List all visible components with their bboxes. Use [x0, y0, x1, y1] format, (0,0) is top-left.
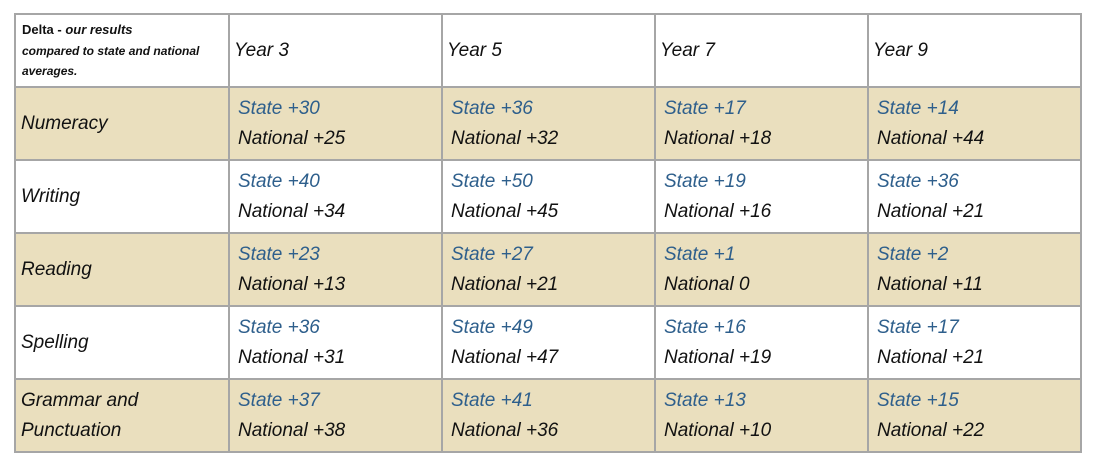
national-value: National +25 — [238, 127, 346, 149]
column-header-year-3: Year 3 — [228, 13, 443, 88]
caption-bold: Delta - — [22, 22, 66, 37]
cell-reading-year-3: State +23 National +13 — [228, 232, 443, 307]
national-value: National +21 — [451, 273, 559, 295]
column-header-year-7: Year 7 — [654, 13, 869, 88]
national-value: National +38 — [238, 419, 346, 441]
cell-reading-year-7: State +1 National 0 — [654, 232, 869, 307]
national-value: National +32 — [451, 127, 559, 149]
national-value: National +22 — [877, 419, 985, 441]
national-value: National +16 — [664, 200, 772, 222]
state-value: State +16 — [664, 316, 746, 338]
national-value: National +21 — [877, 346, 985, 368]
table-row-grammar-and-punctuation: Grammar and Punctuation State +37 Nationa… — [14, 378, 1082, 453]
cell-grammar-year-3: State +37 National +38 — [228, 378, 443, 453]
state-value: State +1 — [664, 243, 736, 265]
national-value: National +31 — [238, 346, 346, 368]
cell-grammar-year-5: State +41 National +36 — [441, 378, 656, 453]
state-value: State +17 — [664, 97, 746, 119]
cell-writing-year-3: State +40 National +34 — [228, 159, 443, 234]
table-caption-cell: Delta - our results compared to state an… — [14, 13, 230, 88]
row-label-spelling: Spelling — [14, 305, 230, 380]
state-value: State +36 — [238, 316, 320, 338]
cell-reading-year-5: State +27 National +21 — [441, 232, 656, 307]
cell-numeracy-year-9: State +14 National +44 — [867, 86, 1082, 161]
table-header-row: Delta - our results compared to state an… — [14, 13, 1082, 88]
state-value: State +41 — [451, 389, 533, 411]
state-value: State +27 — [451, 243, 533, 265]
national-value: National +13 — [238, 273, 346, 295]
national-value: National +10 — [664, 419, 772, 441]
row-label-grammar-and-punctuation: Grammar and Punctuation — [14, 378, 230, 453]
state-value: State +40 — [238, 170, 320, 192]
cell-grammar-year-9: State +15 National +22 — [867, 378, 1082, 453]
cell-spelling-year-9: State +17 National +21 — [867, 305, 1082, 380]
state-value: State +30 — [238, 97, 320, 119]
national-value: National +34 — [238, 200, 346, 222]
state-value: State +36 — [877, 170, 959, 192]
cell-numeracy-year-3: State +30 National +25 — [228, 86, 443, 161]
cell-grammar-year-7: State +13 National +10 — [654, 378, 869, 453]
state-value: State +50 — [451, 170, 533, 192]
state-value: State +13 — [664, 389, 746, 411]
state-value: State +19 — [664, 170, 746, 192]
row-label-numeracy: Numeracy — [14, 86, 230, 161]
state-value: State +37 — [238, 389, 320, 411]
cell-writing-year-7: State +19 National +16 — [654, 159, 869, 234]
national-value: National +18 — [664, 127, 772, 149]
caption-italic: our results — [65, 22, 133, 37]
national-value: National +44 — [877, 127, 985, 149]
national-value: National +45 — [451, 200, 559, 222]
row-label-reading: Reading — [14, 232, 230, 307]
results-table: Delta - our results compared to state an… — [14, 13, 1082, 453]
table-row-reading: Reading State +23 National +13 State +27 N… — [14, 232, 1082, 307]
state-value: State +36 — [451, 97, 533, 119]
table-row-numeracy: Numeracy State +30 National +25 State +36… — [14, 86, 1082, 161]
cell-spelling-year-3: State +36 National +31 — [228, 305, 443, 380]
column-header-year-5: Year 5 — [441, 13, 656, 88]
caption-description: compared to state and national averages. — [22, 44, 200, 78]
cell-writing-year-5: State +50 National +45 — [441, 159, 656, 234]
cell-spelling-year-7: State +16 National +19 — [654, 305, 869, 380]
national-value: National 0 — [664, 273, 750, 295]
national-value: National +47 — [451, 346, 559, 368]
state-value: State +14 — [877, 97, 959, 119]
state-value: State +23 — [238, 243, 320, 265]
cell-spelling-year-5: State +49 National +47 — [441, 305, 656, 380]
state-value: State +17 — [877, 316, 959, 338]
national-value: National +36 — [451, 419, 559, 441]
cell-numeracy-year-7: State +17 National +18 — [654, 86, 869, 161]
table-caption-title: Delta - our results — [22, 19, 222, 41]
table-row-spelling: Spelling State +36 National +31 State +49… — [14, 305, 1082, 380]
row-label-writing: Writing — [14, 159, 230, 234]
state-value: State +2 — [877, 243, 949, 265]
national-value: National +19 — [664, 346, 772, 368]
column-header-year-9: Year 9 — [867, 13, 1082, 88]
cell-numeracy-year-5: State +36 National +32 — [441, 86, 656, 161]
table-row-writing: Writing State +40 National +34 State +50 N… — [14, 159, 1082, 234]
national-value: National +21 — [877, 200, 985, 222]
cell-reading-year-9: State +2 National +11 — [867, 232, 1082, 307]
cell-writing-year-9: State +36 National +21 — [867, 159, 1082, 234]
national-value: National +11 — [877, 273, 983, 295]
state-value: State +15 — [877, 389, 959, 411]
state-value: State +49 — [451, 316, 533, 338]
